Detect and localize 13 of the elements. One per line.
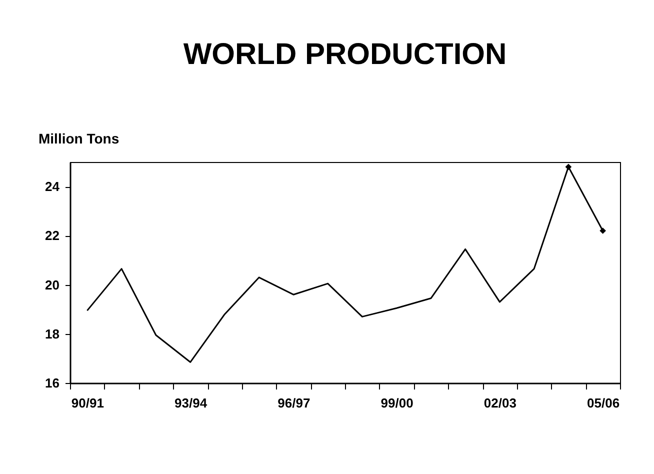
- x-tick-label: 05/06: [587, 396, 620, 410]
- y-axis-title: Million Tons: [38, 130, 120, 146]
- x-tick-label: 02/03: [484, 396, 516, 410]
- y-tick-label: 20: [45, 277, 60, 292]
- y-tick-label: 16: [45, 376, 60, 390]
- x-tick-label: 99/00: [380, 396, 414, 410]
- x-tick-label: 93/94: [174, 396, 208, 410]
- chart-title: WORLD PRODUCTION: [183, 38, 507, 71]
- x-tick-label: 90/91: [71, 396, 104, 410]
- x-tick-label: 96/97: [278, 396, 310, 410]
- y-tick-label: 24: [45, 179, 60, 194]
- y-tick-label: 18: [45, 326, 60, 342]
- y-tick-label: 22: [45, 228, 60, 244]
